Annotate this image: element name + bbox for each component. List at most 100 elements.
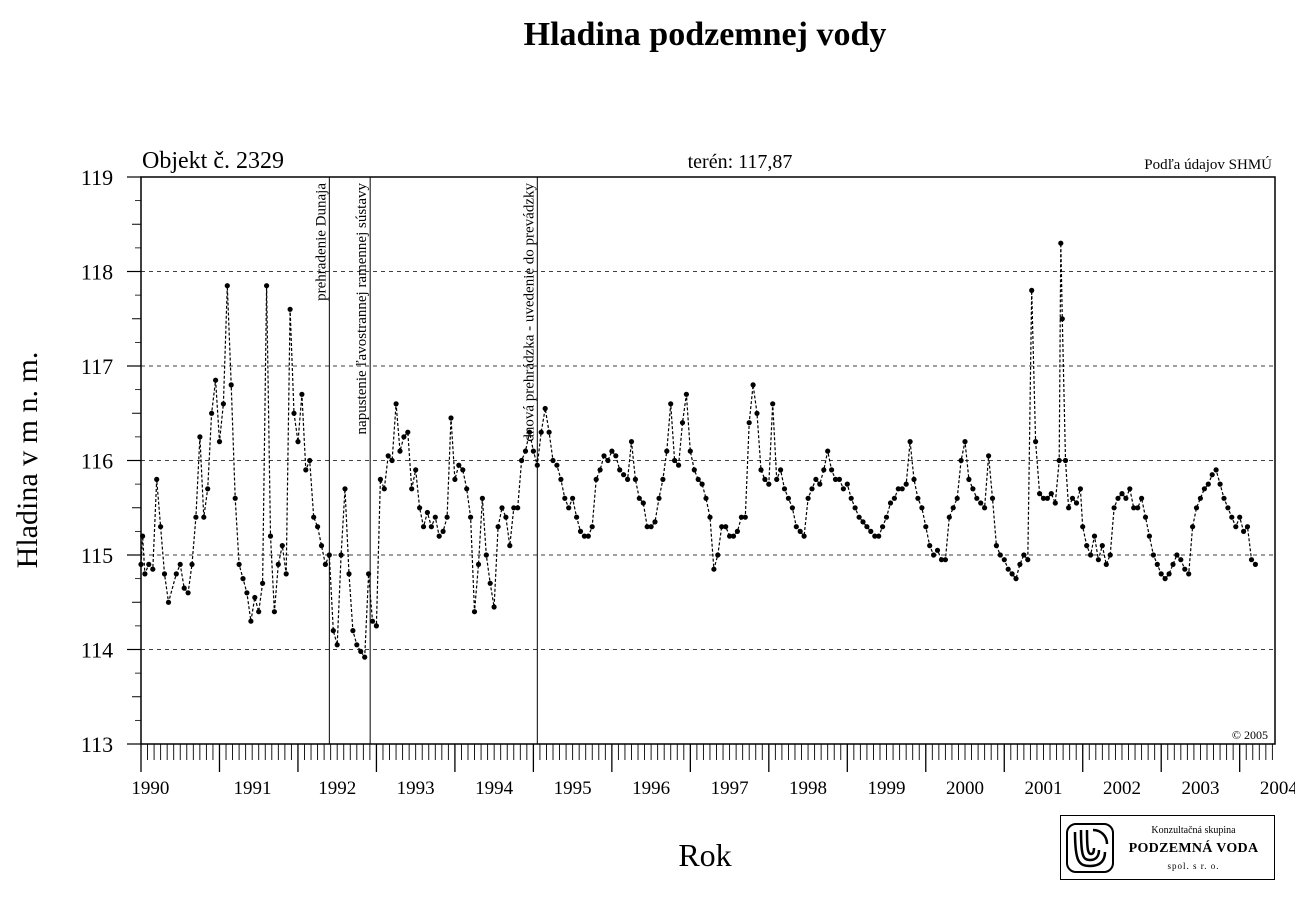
data-point [848,495,854,501]
data-point [1190,524,1196,530]
data-point [264,283,270,289]
data-point [687,448,693,454]
data-point [291,410,297,416]
data-point [742,514,748,520]
data-point [789,505,796,511]
data-point [142,571,148,577]
data-point [1059,316,1065,322]
data-point [715,552,721,558]
data-point [1135,505,1141,511]
data-point [946,514,952,520]
data-point [672,457,678,464]
data-point [679,420,686,426]
data-point [373,623,379,629]
data-point [224,283,230,289]
data-point [738,514,745,520]
data-point [256,609,262,615]
data-point [315,524,321,530]
data-point [978,500,984,506]
data-point [982,505,988,511]
series-line [140,243,1256,659]
data-point [1111,505,1117,511]
data-point [232,495,238,501]
data-point [907,439,913,445]
object-label: Objekt č. 2329 [142,148,284,174]
data-point [358,648,364,655]
data-point [1166,571,1172,577]
data-point [334,642,340,648]
data-point [538,429,544,435]
event-label: prehradenie Dunaja [313,183,329,301]
data-point [299,391,305,397]
data-point [746,420,752,426]
event-label: napustenie ľavostrannej ramennej sústavy [354,183,370,435]
data-point [295,439,301,445]
data-point [303,467,309,473]
data-point [479,495,485,501]
data-point [1080,524,1086,530]
data-point [942,557,949,563]
data-point [601,453,607,459]
data-point [809,486,815,492]
data-point [530,448,537,454]
data-point [1119,491,1125,497]
data-point [570,495,576,501]
data-point [719,524,725,530]
data-point [146,561,152,568]
data-point [628,439,635,445]
data-point [1205,481,1211,487]
data-point [903,481,909,487]
data-point [774,476,780,482]
data-point [911,476,917,482]
data-point [640,500,646,506]
data-point [397,448,403,454]
data-point [448,415,454,421]
x-tick-label: 2002 [1103,778,1141,799]
data-point [236,561,242,568]
data-point [271,609,277,615]
data-point [1013,576,1019,582]
data-point [350,628,356,634]
data-point [550,457,556,464]
data-point [581,533,588,539]
data-point [377,476,383,482]
data-point [958,457,964,464]
data-point [1162,576,1168,582]
data-point [1069,495,1076,501]
data-point [986,453,992,459]
data-point [1001,557,1007,563]
data-point [1099,543,1105,549]
x-axis: 1990 1991 1992 1993 1994 1995 1996 1997 1998 1999… [131,744,1295,799]
data-point [1241,528,1247,535]
data-point [1037,491,1043,497]
data-point [1131,505,1137,511]
data-point [1154,561,1160,568]
data-point [522,448,529,454]
y-tick-label: 114 [81,638,113,663]
data-point [385,453,391,459]
data-point [197,434,203,440]
data-point [322,561,328,568]
data-point [503,514,509,520]
data-point [966,476,972,482]
data-point [899,486,905,492]
data-point [1005,566,1011,572]
data-point [703,495,709,501]
data-point [891,495,898,501]
data-point [864,524,870,530]
data-point [515,505,521,511]
y-tick-label: 119 [81,165,113,190]
data-point [648,524,654,530]
data-point [456,462,462,468]
data-point [1052,500,1058,506]
x-tick-label: 1993 [397,778,435,799]
data-point [483,552,489,558]
data-point [220,401,226,407]
data-point [683,391,690,397]
data-point [318,543,325,549]
data-point [676,462,682,468]
data-point [185,590,191,596]
data-point [554,462,560,468]
data-point [727,533,733,539]
